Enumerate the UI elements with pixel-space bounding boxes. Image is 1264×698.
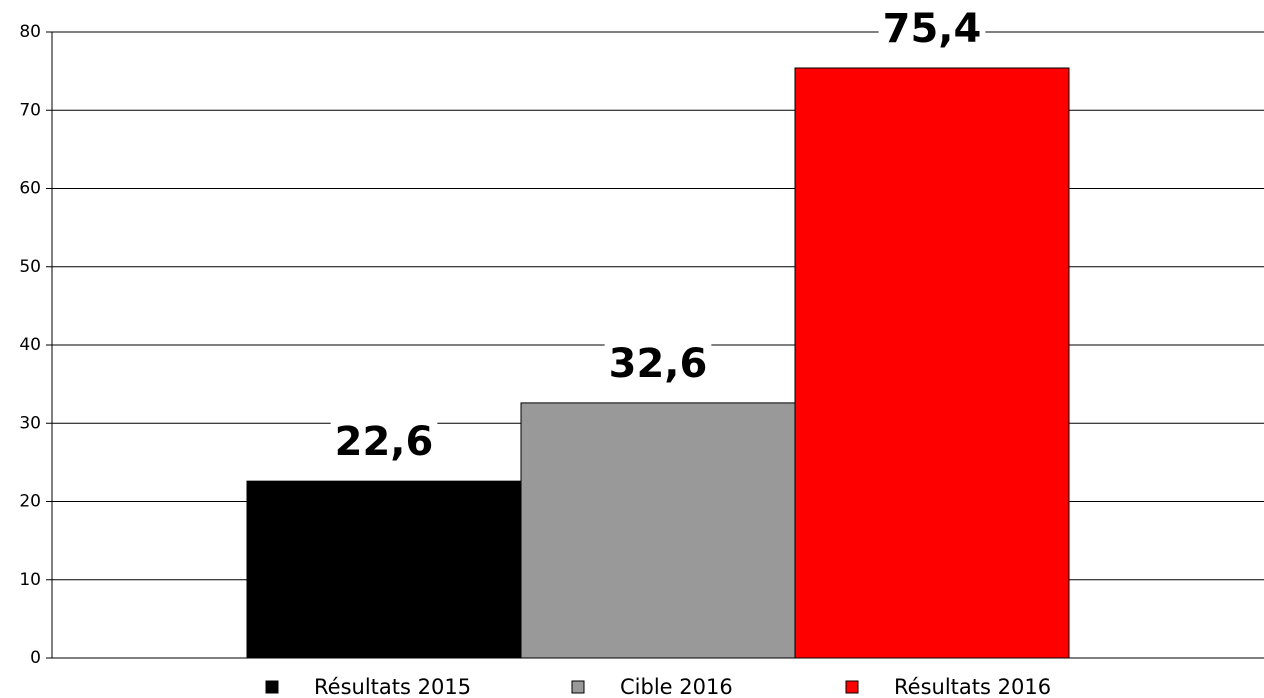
legend-label: Cible 2016 bbox=[620, 675, 733, 698]
label-bg bbox=[878, 8, 986, 53]
y-tick-label: 70 bbox=[19, 100, 41, 120]
bar bbox=[246, 480, 522, 659]
y-tick-label: 80 bbox=[19, 22, 41, 42]
data-label: 22,6 bbox=[335, 419, 434, 465]
legend-swatch bbox=[265, 680, 279, 694]
y-tick-label: 60 bbox=[19, 179, 41, 199]
bar bbox=[520, 402, 796, 659]
label-bg bbox=[330, 422, 438, 467]
legend-swatch bbox=[845, 680, 859, 694]
bar bbox=[794, 67, 1070, 659]
legend-label: Résultats 2015 bbox=[314, 675, 471, 698]
legend-swatch bbox=[571, 680, 585, 694]
legend-label: Résultats 2016 bbox=[894, 675, 1051, 698]
y-tick-label: 30 bbox=[19, 413, 41, 433]
y-tick-label: 10 bbox=[19, 570, 41, 590]
y-tick-label: 0 bbox=[30, 648, 41, 668]
data-label: 32,6 bbox=[609, 341, 708, 387]
y-tick-label: 20 bbox=[19, 492, 41, 512]
y-tick-label: 40 bbox=[19, 335, 41, 355]
label-bg bbox=[604, 343, 712, 388]
y-tick-label: 50 bbox=[19, 257, 41, 277]
data-label: 75,4 bbox=[883, 6, 982, 52]
